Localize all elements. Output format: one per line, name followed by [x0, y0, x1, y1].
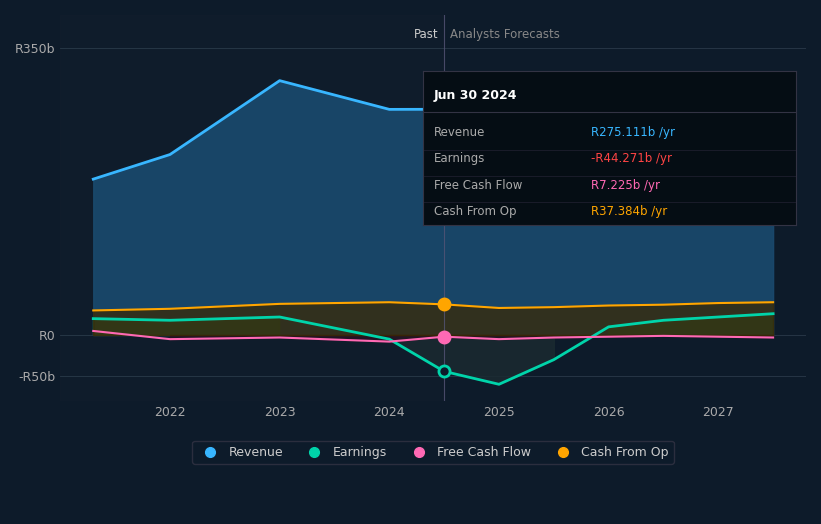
Text: Analysts Forecasts: Analysts Forecasts	[450, 28, 559, 41]
Text: -R44.271b /yr: -R44.271b /yr	[591, 152, 672, 166]
Text: R37.384b /yr: R37.384b /yr	[591, 205, 667, 218]
Text: Earnings: Earnings	[434, 152, 485, 166]
Text: Free Cash Flow: Free Cash Flow	[434, 179, 522, 192]
Bar	[61, 15, 444, 401]
Text: Revenue: Revenue	[434, 126, 485, 139]
Text: R275.111b /yr: R275.111b /yr	[591, 126, 675, 139]
Text: Cash From Op: Cash From Op	[434, 205, 516, 218]
Text: R7.225b /yr: R7.225b /yr	[591, 179, 660, 192]
Legend: Revenue, Earnings, Free Cash Flow, Cash From Op: Revenue, Earnings, Free Cash Flow, Cash …	[192, 441, 674, 464]
Text: Past: Past	[414, 28, 438, 41]
Text: Jun 30 2024: Jun 30 2024	[434, 89, 517, 102]
